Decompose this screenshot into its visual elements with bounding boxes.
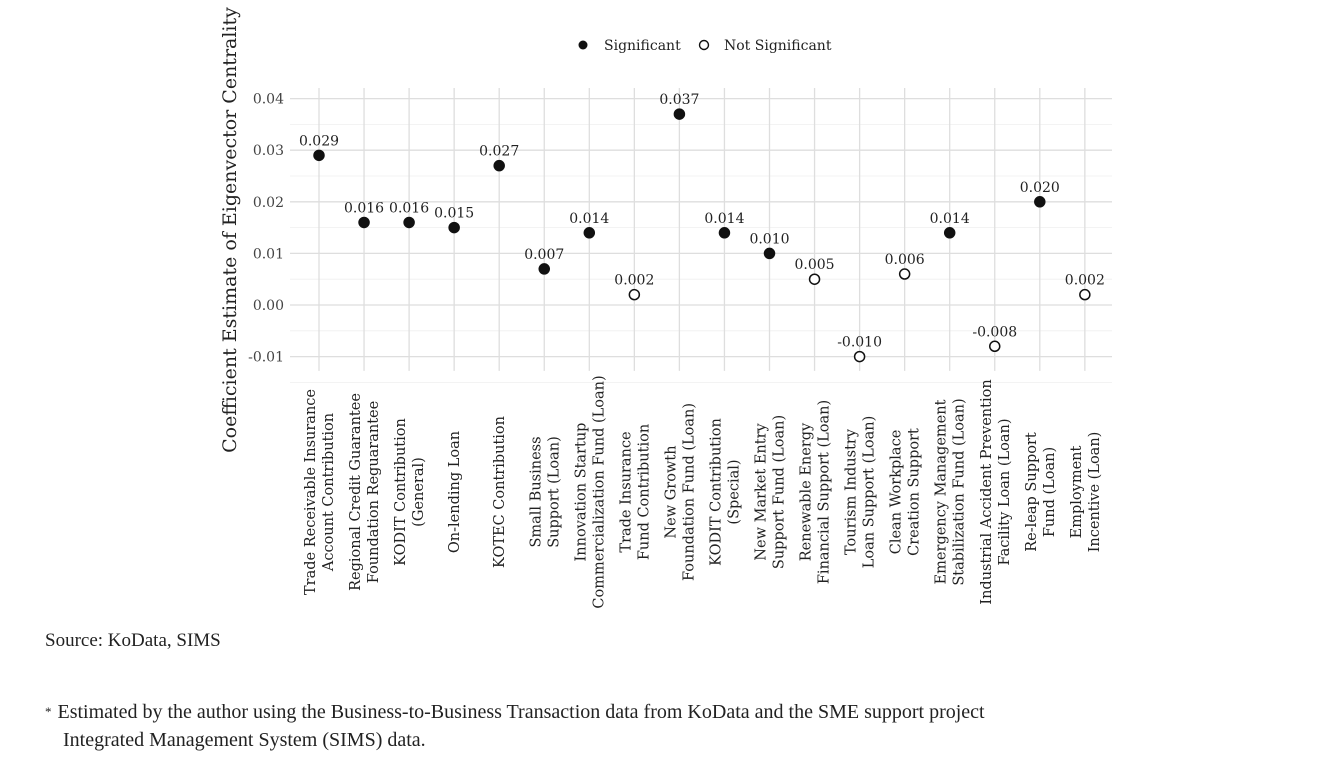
y-tick-label: 0.03 <box>253 143 284 159</box>
legend-marker-significant <box>578 40 588 50</box>
data-point <box>989 340 1001 353</box>
x-tick-label: New Market Entry <box>754 422 770 560</box>
x-tick-label: Regional Credit Guarantee <box>348 393 364 591</box>
data-point <box>853 350 866 363</box>
data-label: 0.016 <box>389 200 429 216</box>
data-label: 0.002 <box>614 273 654 289</box>
x-tick-label: Trade Insurance <box>618 431 634 552</box>
x-tick-label: Commercialization Fund (Loan) <box>591 375 607 608</box>
data-point <box>628 288 641 301</box>
y-tick-label: 0.04 <box>253 92 284 108</box>
source-note: Source: KoData, SIMS <box>45 630 221 651</box>
data-point <box>583 227 596 239</box>
data-point <box>313 149 325 162</box>
data-label: 0.027 <box>479 144 519 160</box>
data-point <box>763 247 776 260</box>
x-tick-label: Facility Loan (Loan) <box>997 419 1013 566</box>
y-axis-title: Coefficient Estimate of Eigenvector Cent… <box>219 7 241 453</box>
x-tick-label: Loan Support (Loan) <box>862 416 878 569</box>
footnote-mark: * <box>45 704 52 719</box>
data-point <box>1079 288 1091 301</box>
x-tick-label: Fund (Loan) <box>1042 447 1058 537</box>
data-label: 0.037 <box>659 92 699 108</box>
data-point <box>538 263 550 275</box>
x-tick-label: KODIT Contribution <box>393 418 409 566</box>
x-tick-label: Foundation Reguarantee <box>366 401 382 583</box>
scatter-chart: -0.01 0.00 0.01 0.02 0.03 0.04 Coefficient Est… <box>219 7 1112 609</box>
data-point <box>673 108 686 120</box>
x-tick-label: Support Fund (Loan) <box>772 415 788 569</box>
footnote-line-2: Integrated Management System (SIMS) data… <box>63 729 426 751</box>
data-label: 0.007 <box>524 247 564 263</box>
x-tick-label: Financial Support (Loan) <box>817 400 833 584</box>
data-label: 0.014 <box>704 211 744 227</box>
x-tick-label: Emergency Management <box>934 399 950 584</box>
data-label: 0.014 <box>569 211 609 227</box>
data-label: 0.020 <box>1020 180 1060 196</box>
data-label: 0.005 <box>795 257 835 273</box>
x-tick-label: (Special) <box>726 459 742 524</box>
y-tick-label: -0.01 <box>248 350 284 366</box>
data-point <box>718 227 731 239</box>
x-tick-label: Small Business <box>528 436 544 547</box>
x-tick-label: Stabilization Fund (Loan) <box>952 398 968 585</box>
data-point <box>943 227 956 239</box>
y-tick-label: 0.02 <box>253 195 284 211</box>
data-point <box>448 221 460 234</box>
data-label: 0.006 <box>885 252 925 268</box>
data-point <box>1034 196 1046 208</box>
legend-marker-not-significant <box>698 39 710 51</box>
data-point <box>403 216 415 229</box>
x-tick-label: Foundation Fund (Loan) <box>681 403 697 581</box>
data-label: 0.029 <box>299 133 339 149</box>
footnote-line-1: Estimated by the author using the Busine… <box>57 701 985 723</box>
data-point <box>358 216 370 229</box>
x-tick-label: On-lending Loan <box>447 431 463 553</box>
data-label: 0.015 <box>434 206 474 222</box>
data-label: 0.010 <box>749 231 789 247</box>
x-tick-label: Account Contribution <box>321 413 337 572</box>
data-label: -0.010 <box>837 335 882 351</box>
x-tick-label: KOTEC Contribution <box>492 416 508 568</box>
legend-label-significant: Significant <box>604 38 681 54</box>
x-tick-label: Innovation Startup <box>573 423 589 562</box>
x-tick-label: Employment <box>1069 445 1085 538</box>
data-label: 0.002 <box>1065 273 1105 289</box>
x-tick-label: Re-leap Support <box>1024 432 1040 552</box>
x-tick-label: Clean Workplace <box>889 430 905 555</box>
x-tick-label: Tourism Industry <box>844 428 860 555</box>
data-point <box>808 273 821 285</box>
x-tick-label: Industrial Accident Prevention <box>979 379 995 604</box>
x-tick-label: (General) <box>411 457 427 527</box>
data-point <box>898 268 911 280</box>
x-tick-label: KODIT Contribution <box>708 418 724 566</box>
data-point <box>493 159 505 172</box>
x-tick-label: Support (Loan) <box>546 436 562 548</box>
data-label: 0.014 <box>930 211 970 227</box>
data-label: 0.016 <box>344 200 384 216</box>
x-tick-label: Incentive (Loan) <box>1087 432 1103 553</box>
y-tick-label: 0.01 <box>253 246 284 262</box>
x-tick-label: Trade Receivable Insurance <box>303 389 319 595</box>
x-tick-label: New Growth <box>663 445 679 538</box>
x-tick-label: Creation Support <box>907 428 923 556</box>
y-tick-label: 0.00 <box>253 298 284 314</box>
x-tick-label: Renewable Energy <box>799 422 815 561</box>
x-tick-label: Fund Contribution <box>636 424 652 560</box>
legend-label-not-significant: Not Significant <box>724 38 832 54</box>
footnote: * Estimated by the author using the Busin… <box>45 698 1315 754</box>
data-label: -0.008 <box>972 324 1017 340</box>
